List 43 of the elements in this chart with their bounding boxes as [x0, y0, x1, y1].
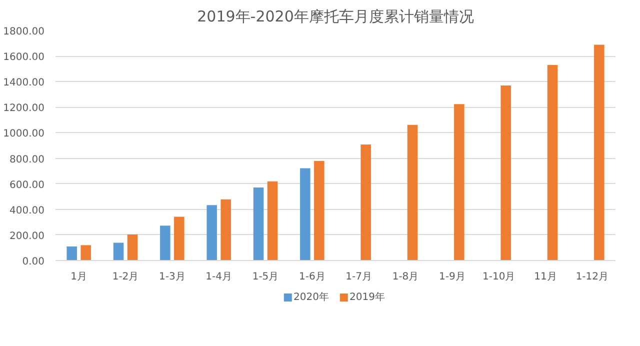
legend-label: 2019年 [350, 291, 385, 303]
x-tick-label: 1-8月 [392, 272, 419, 282]
x-tick-label: 1-2月 [112, 272, 139, 282]
y-tick-label: 1200.00 [3, 103, 45, 114]
x-tick-label: 1-9月 [439, 272, 466, 282]
bar [300, 168, 310, 260]
bar [113, 242, 124, 260]
bar [206, 205, 217, 260]
bar [174, 216, 184, 260]
bar [547, 65, 558, 260]
bar [80, 245, 91, 260]
x-tick-label: 1-7月 [346, 272, 372, 282]
bar [314, 160, 324, 260]
bar [500, 85, 511, 260]
bar [407, 124, 418, 260]
bar [594, 44, 604, 260]
x-tick-label: 1-6月 [299, 272, 326, 282]
y-tick-label: 800.00 [10, 154, 45, 166]
y-tick-label: 200.00 [10, 230, 45, 242]
bar [127, 234, 138, 260]
y-tick-label: 1800.00 [3, 26, 45, 38]
bar [220, 199, 231, 260]
y-tick-label: 1400.00 [3, 78, 45, 89]
legend-label: 2020年 [294, 291, 329, 303]
bar [267, 181, 278, 260]
x-tick-label: 11月 [534, 272, 557, 282]
x-tick-label: 1-12月 [576, 272, 609, 282]
x-tick-label: 1-4月 [206, 272, 232, 282]
y-tick-label: 600.00 [10, 180, 45, 191]
bar [360, 144, 371, 260]
bar [160, 226, 170, 260]
x-tick-label: 1月 [70, 272, 88, 282]
y-tick-label: 1600.00 [3, 52, 45, 64]
bar [253, 188, 264, 260]
x-tick-label: 1-3月 [159, 272, 186, 282]
chart-title: 2019年-2020年摩托车月度累计销量情况 [197, 8, 474, 26]
bar [454, 104, 464, 260]
x-tick-label: 1-10月 [482, 272, 516, 282]
bar [66, 246, 77, 260]
y-tick-label: 400.00 [10, 205, 45, 216]
x-tick-label: 1-5月 [252, 272, 279, 282]
y-tick-label: 1000.00 [3, 128, 45, 140]
y-tick-label: 0.00 [22, 256, 44, 268]
